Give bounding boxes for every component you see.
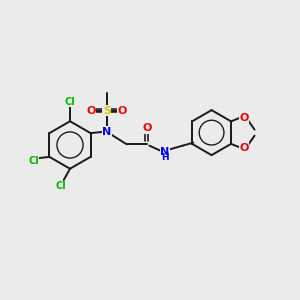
Text: O: O xyxy=(86,106,96,116)
Text: Cl: Cl xyxy=(64,97,75,107)
Text: O: O xyxy=(142,123,152,133)
Text: O: O xyxy=(239,142,249,153)
Text: O: O xyxy=(118,106,127,116)
Text: H: H xyxy=(161,153,169,162)
Text: N: N xyxy=(160,147,170,157)
Text: N: N xyxy=(102,127,111,137)
Text: O: O xyxy=(239,112,249,123)
Text: Cl: Cl xyxy=(28,156,39,167)
Text: S: S xyxy=(103,106,111,116)
Text: Cl: Cl xyxy=(55,181,66,191)
